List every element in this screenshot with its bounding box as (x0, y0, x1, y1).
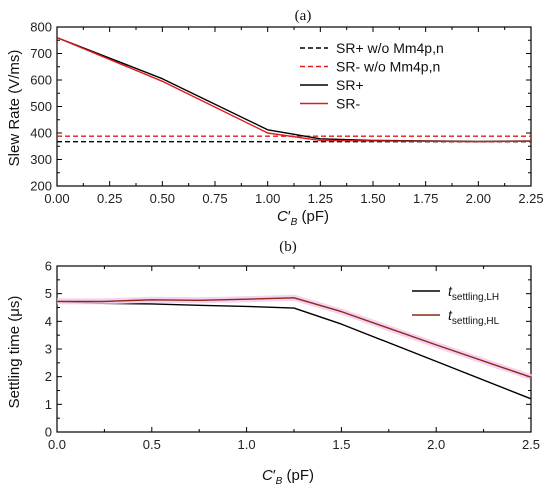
panel-b-xlabel-unit: (pF) (282, 467, 314, 484)
legend-label: SR- (336, 96, 360, 112)
legend-label: SR+ w/o Mm4p,n (336, 40, 444, 56)
x-tick-label: 2.25 (518, 191, 543, 206)
series-line-a-2 (56, 36, 532, 143)
x-tick-label: 1.50 (360, 191, 385, 206)
legend-label: SR- w/o Mm4p,n (336, 59, 440, 75)
panel-b-label: (b) (279, 239, 297, 255)
y-tick-label: 600 (30, 73, 52, 88)
y-tick-label: 2 (45, 369, 52, 384)
x-tick-label: 1.25 (308, 191, 333, 206)
legend-label: tsettling,HL (448, 307, 500, 327)
y-tick-label: 6 (45, 259, 52, 274)
y-tick-label: 400 (30, 126, 52, 141)
y-tick-label: 4 (45, 314, 52, 329)
x-tick-label: 0.5 (143, 437, 161, 452)
plot-frame (56, 26, 532, 187)
chart-panel-a: 0.00 0.25 0.50 0.75 1.00 1.25 1.50 1.75 2.00 2.25… (30, 20, 543, 207)
y-tick-label: 5 (45, 286, 52, 301)
panel-b-xlabel-main: C (262, 467, 273, 484)
series-line-halo (57, 294, 532, 381)
legend-label-main: t (448, 283, 453, 299)
panel-a-label: (a) (295, 8, 312, 24)
x-tick-label: 1.5 (332, 437, 350, 452)
legend-label: SR+ (336, 77, 364, 93)
y-tick-label: 1 (45, 397, 52, 412)
x-tick-label: 0.50 (150, 191, 175, 206)
y-tick-label: 300 (30, 152, 52, 167)
y-tick-label: 500 (30, 99, 52, 114)
series-line-b-1 (57, 297, 532, 378)
panel-b-xlabel-sub: B (276, 476, 283, 487)
y-tick-label: 700 (30, 46, 52, 61)
panel-b-ylabel: Settling time (μs) (6, 296, 23, 409)
panel-a-xlabel-sub: B (291, 217, 298, 228)
legend-label-sub: settling,HL (452, 316, 500, 327)
panel-a-xlabel: C′B (pF) (277, 208, 329, 228)
panel-a-ylabel: Slew Rate (V/ms) (6, 50, 23, 167)
y-tick-label: 800 (30, 20, 52, 35)
x-tick-label: 0.25 (97, 191, 122, 206)
x-tick-label: 2.5 (522, 437, 540, 452)
series-line-a-3 (56, 36, 532, 143)
chart-panel-b: 0.0 0.5 1.0 1.5 2.0 2.50123456tsettling,LHtse… (45, 259, 540, 453)
plot-layer: 0.00 0.25 0.50 0.75 1.00 1.25 1.50 1.75 2.00 2.25… (30, 20, 543, 453)
legend-label-main: t (448, 307, 453, 323)
legend-label: tsettling,LH (448, 283, 499, 303)
x-tick-label: 1.0 (238, 437, 256, 452)
plot-frame (56, 265, 532, 433)
x-tick-label: 0.75 (202, 191, 227, 206)
legend: SR+ w/o Mm4p,n SR- w/o Mm4p,n SR+ SR- (300, 40, 444, 112)
x-tick-label: 2.0 (427, 437, 445, 452)
panel-b-xlabel: C′B (pF) (262, 467, 314, 487)
y-tick-label: 0 (45, 425, 52, 440)
panel-a-xlabel-main: C (277, 208, 288, 225)
x-tick-label: 0.00 (44, 191, 69, 206)
y-tick-label: 200 (30, 179, 52, 194)
panel-a-xlabel-prime: ′ (288, 208, 291, 225)
legend-label-sub: settling,LH (452, 292, 499, 303)
x-tick-label: 1.75 (413, 191, 438, 206)
x-tick-label: 2.00 (466, 191, 491, 206)
x-tick-label: 0.0 (48, 437, 66, 452)
panel-a-xlabel-unit: (pF) (297, 208, 329, 225)
y-tick-label: 3 (45, 342, 52, 357)
panel-b-xlabel-prime: ′ (273, 467, 276, 484)
x-tick-label: 1.00 (255, 191, 280, 206)
